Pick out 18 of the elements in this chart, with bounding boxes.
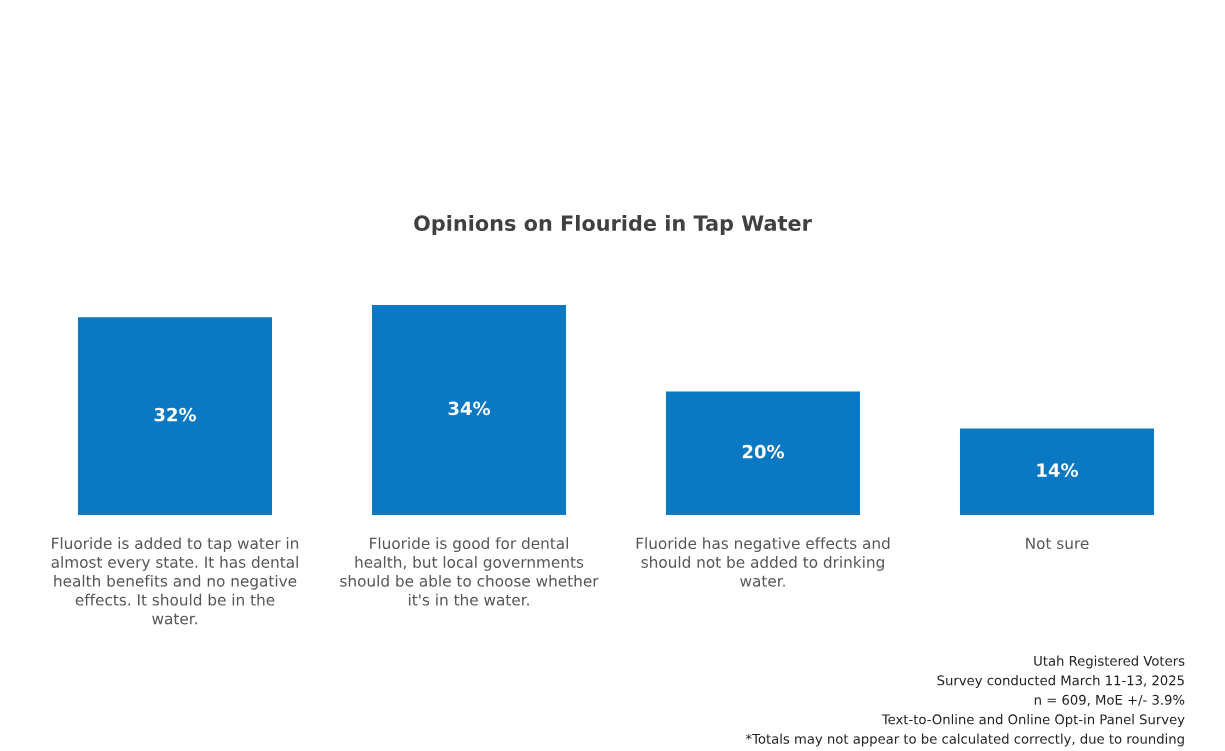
- x-tick-label: Fluoride has negative effects and should not be added to drinking water.: [636, 537, 890, 587]
- x-tick-label: Fluoride is good for dental health, but local governments should be able to choose whether it's in the water.: [340, 537, 599, 606]
- x-tick-label: Fluoride is added to tap water in almost every state. It has dental health benefits and no negative effects. It should be in the water.: [51, 537, 299, 625]
- data-label: 32%: [154, 407, 197, 422]
- chart-title: Opinions on Flouride in Tap Water: [414, 214, 812, 236]
- data-label: 34%: [448, 401, 491, 416]
- data-label: 20%: [742, 444, 785, 459]
- text: *Totals may not appear to be calculated correctly, due to rounding: [745, 733, 1184, 747]
- bar: [959, 428, 1155, 515]
- text: Survey conducted March 11-13, 2025: [937, 675, 1184, 688]
- text: Text-to-Online and Online Opt-in Panel Survey: [881, 714, 1185, 727]
- text: Utah Registered Voters: [1034, 655, 1185, 669]
- bar: [77, 317, 273, 515]
- data-label: 14%: [1037, 463, 1079, 477]
- bar: [371, 305, 567, 515]
- bar: [665, 391, 861, 515]
- text: n = 609, MoE +/- 3.9%: [1034, 694, 1185, 707]
- x-tick-label: Not sure: [1026, 537, 1089, 550]
